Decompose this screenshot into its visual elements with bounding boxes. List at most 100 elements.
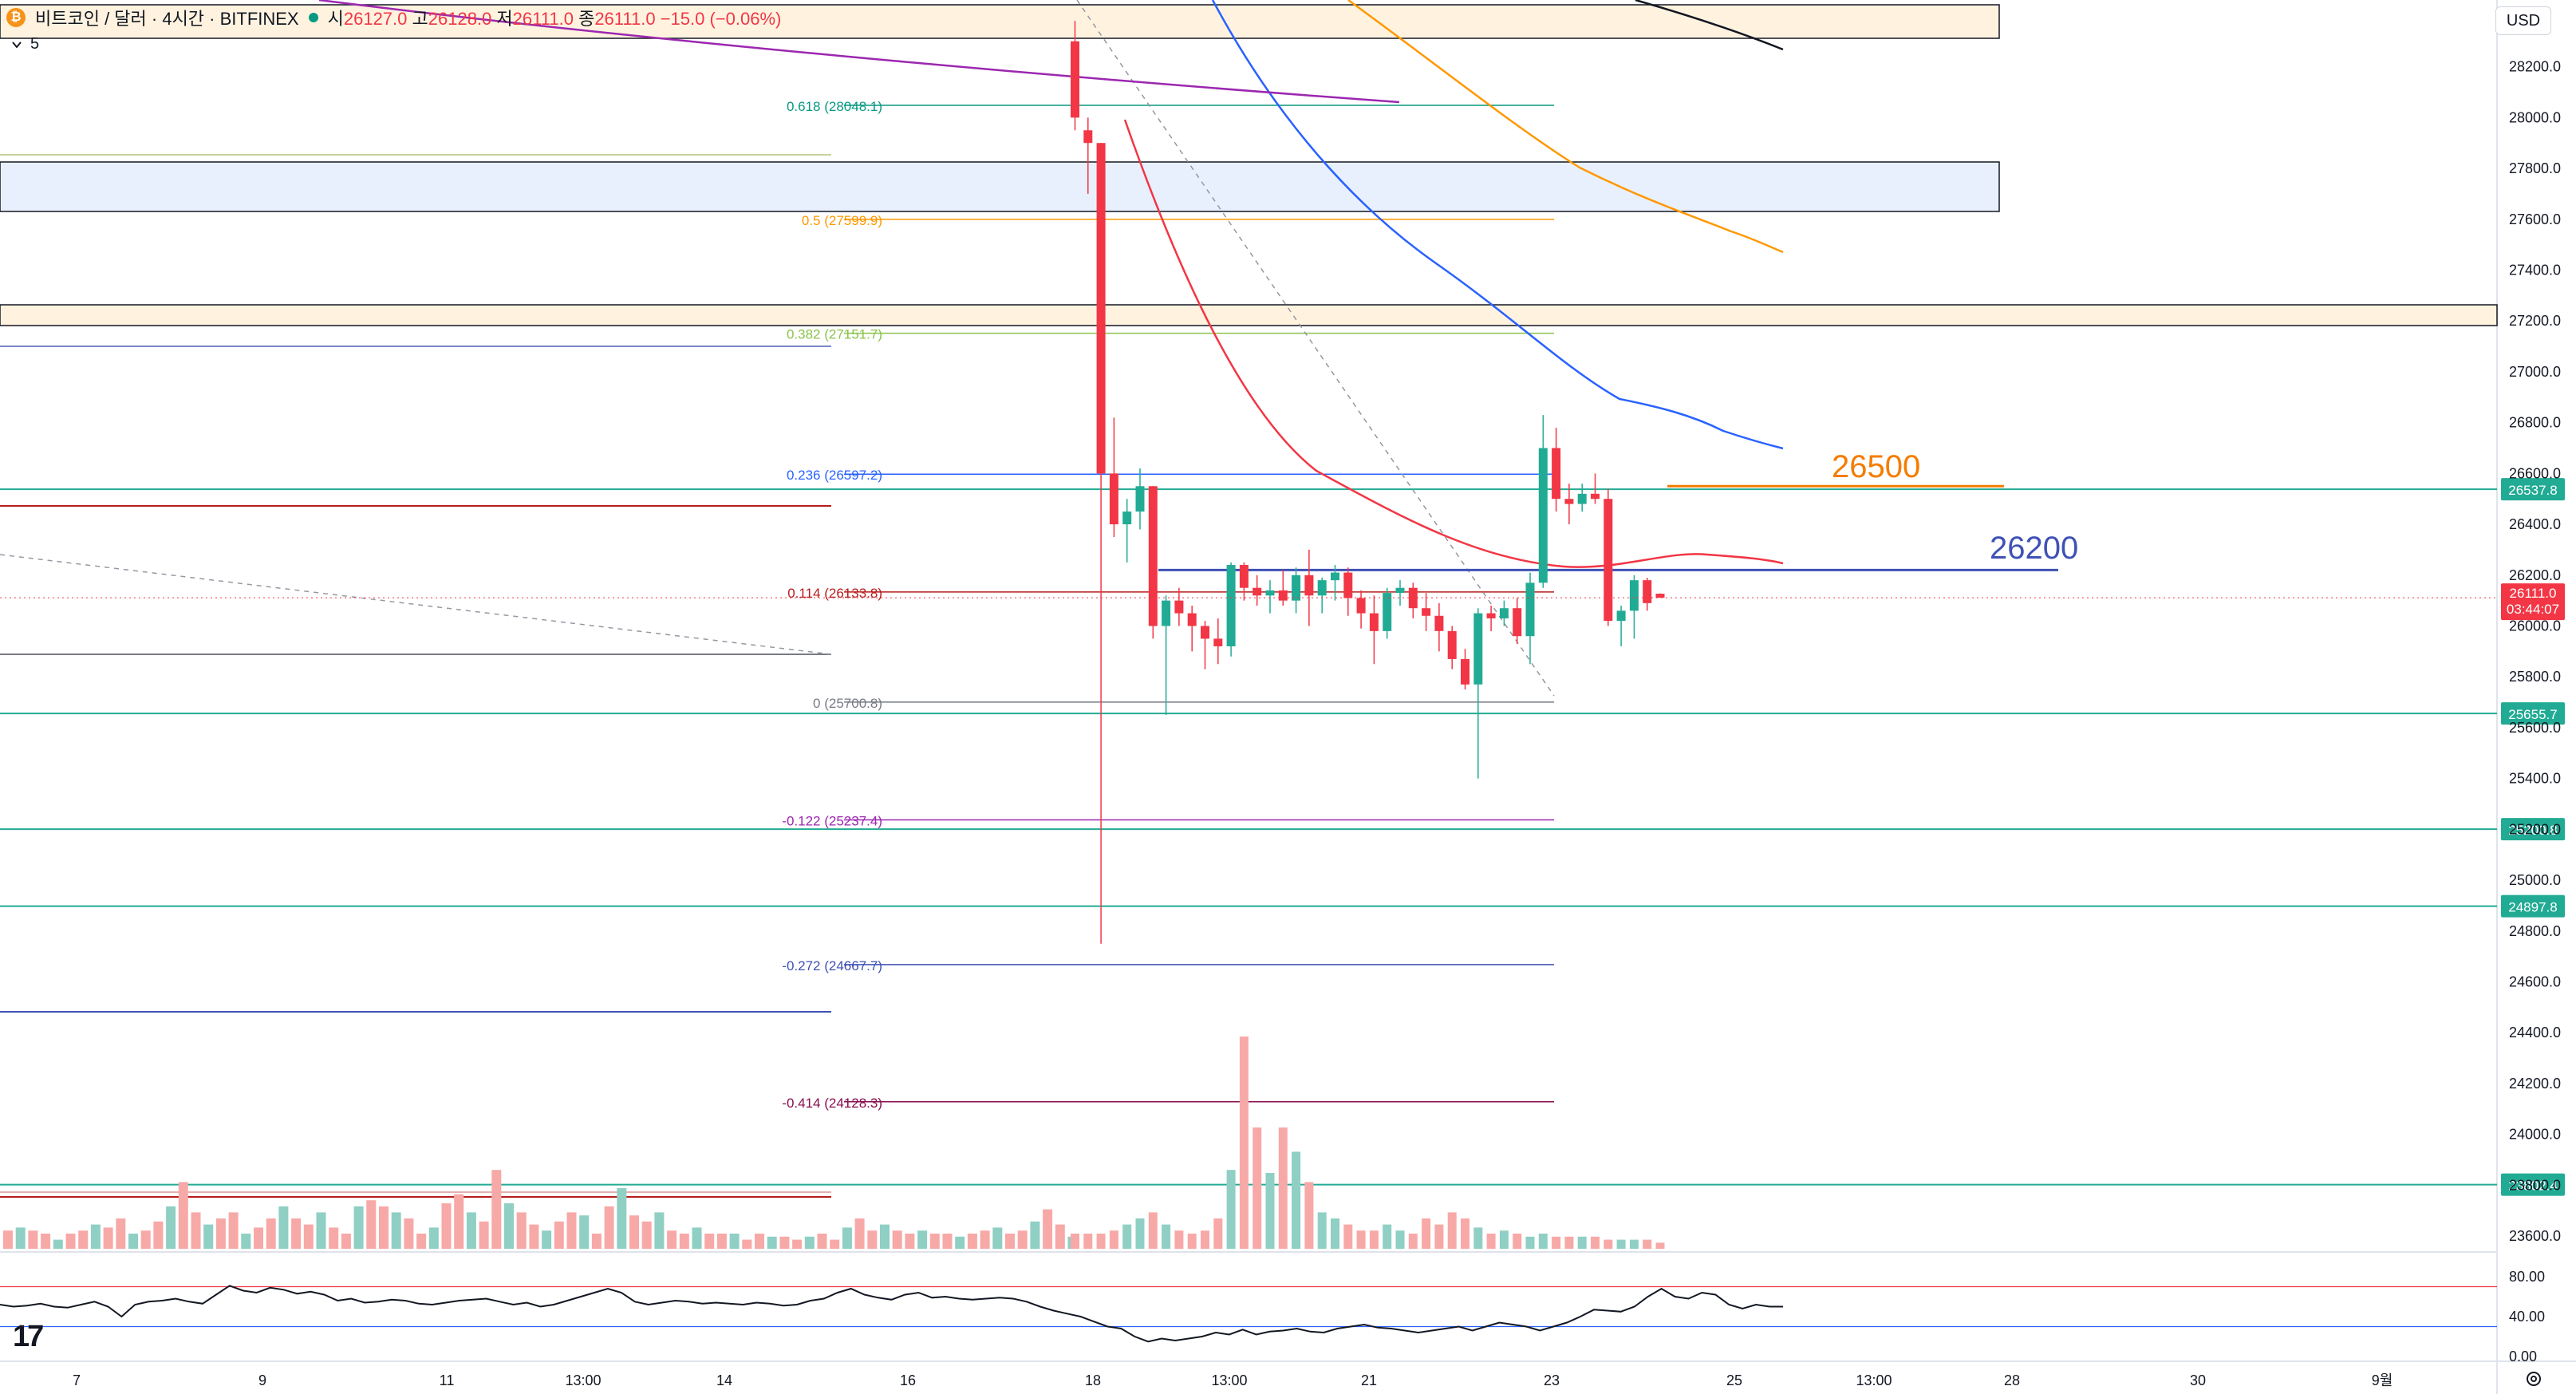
price-tick-label: 27800.0 xyxy=(2509,160,2561,176)
fib-level-label: 0.236 (26597.2) xyxy=(787,468,882,483)
ma-orange-line xyxy=(1347,0,1784,254)
candle-body xyxy=(1604,499,1613,622)
volume-bar xyxy=(504,1203,514,1249)
candle-body xyxy=(1629,580,1639,611)
time-tick-label: 28 xyxy=(2004,1372,2020,1388)
candle-body xyxy=(1226,565,1236,646)
volume-bar xyxy=(917,1230,928,1249)
price-tick-label: 25400.0 xyxy=(2509,771,2561,787)
open-value: 26127.0 xyxy=(343,9,408,29)
volume-bar xyxy=(15,1227,26,1249)
volume-bar xyxy=(1135,1218,1145,1249)
volume-bar xyxy=(942,1234,953,1249)
price-tick-label: 25800.0 xyxy=(2509,669,2561,685)
high-value: 26128.0 xyxy=(428,9,492,29)
price-label-bg xyxy=(2501,894,2565,918)
volume-bar xyxy=(1422,1218,1431,1249)
price-tick-label: 25600.0 xyxy=(2509,720,2561,736)
volume-bar xyxy=(441,1203,452,1249)
volume-bar xyxy=(1017,1230,1028,1249)
volume-bar xyxy=(178,1182,188,1249)
volume-bar xyxy=(1629,1239,1639,1249)
volume-bar xyxy=(704,1234,715,1249)
volume-bar xyxy=(379,1206,389,1249)
candle-body xyxy=(1135,486,1145,512)
candle-body xyxy=(1148,486,1158,626)
price-tick-label: 24200.0 xyxy=(2509,1076,2561,1092)
volume-bar xyxy=(491,1170,502,1249)
volume-bar xyxy=(266,1218,276,1249)
volume-bar xyxy=(254,1227,263,1249)
candle-body xyxy=(1422,608,1431,616)
volume-bar xyxy=(542,1230,552,1249)
candle-body xyxy=(1201,626,1209,639)
tradingview-logo: 17 xyxy=(13,1320,44,1353)
candle-body xyxy=(1252,587,1262,596)
volume-bar xyxy=(729,1234,740,1249)
time-tick-label: 16 xyxy=(900,1372,916,1388)
volume-bar xyxy=(1447,1212,1457,1249)
volume-bar xyxy=(1564,1236,1574,1249)
oscillator-tick-label: 80.00 xyxy=(2509,1269,2545,1285)
volume-bar xyxy=(1109,1230,1118,1249)
volume-bar xyxy=(1473,1227,1483,1249)
ma-black-line xyxy=(1635,0,1784,51)
volume-bar xyxy=(103,1227,113,1249)
price-tick-label: 25200.0 xyxy=(2509,821,2561,837)
volume-bar xyxy=(1055,1224,1065,1249)
volume-bar xyxy=(366,1200,377,1249)
volume-bar xyxy=(591,1234,602,1249)
volume-bar xyxy=(1122,1224,1132,1249)
price-level-label: 23802.4 xyxy=(2508,1179,2557,1194)
volume-bar xyxy=(566,1212,577,1249)
candle-body xyxy=(1473,613,1483,685)
volume-bar xyxy=(1252,1127,1262,1249)
chevron-down-icon xyxy=(12,41,22,49)
price-tick-label: 25000.0 xyxy=(2509,872,2561,888)
volume-bar xyxy=(1071,1234,1079,1249)
volume-bar xyxy=(792,1239,803,1249)
time-tick-label: 11 xyxy=(440,1372,455,1388)
volume-bar xyxy=(604,1206,614,1249)
price-level-label: 26537.8 xyxy=(2508,483,2557,498)
time-tick-label: 9월 xyxy=(2372,1372,2393,1388)
close-value: 26111.0 xyxy=(594,9,656,29)
candle-body xyxy=(1655,594,1665,598)
volume-bar xyxy=(90,1224,101,1249)
volume-bar xyxy=(3,1230,13,1249)
volume-bar xyxy=(1643,1239,1652,1249)
volume-bar xyxy=(1162,1224,1171,1249)
volume-bar xyxy=(516,1212,527,1249)
volume-bar xyxy=(1226,1170,1236,1249)
fib-trend-line xyxy=(1076,0,1555,697)
symbol-title[interactable]: 비트코인 / 달러 · 4시간 · BITFINEX xyxy=(35,9,299,29)
low-label: 저 xyxy=(496,9,513,29)
volume-bar xyxy=(1461,1218,1469,1249)
volume-bar xyxy=(892,1230,902,1249)
volume-bar xyxy=(153,1221,164,1249)
volume-bar xyxy=(716,1234,727,1249)
volume-bar xyxy=(278,1206,289,1249)
candle-body xyxy=(1369,613,1379,631)
volume-bar xyxy=(1525,1236,1535,1249)
price-tick-label: 27600.0 xyxy=(2509,211,2561,227)
volume-bar xyxy=(1278,1127,1288,1249)
fib-level-label: 0.5 (27599.9) xyxy=(802,213,882,228)
volume-bar xyxy=(329,1227,339,1249)
volume-bar xyxy=(128,1234,138,1249)
indicator-toggle[interactable]: 5 xyxy=(11,35,39,53)
price-label-bg xyxy=(2501,702,2565,725)
volume-bar xyxy=(1030,1221,1040,1249)
volume-bar xyxy=(617,1188,627,1249)
gear-icon[interactable] xyxy=(2524,1369,2543,1388)
volume-bar xyxy=(641,1221,652,1249)
supply-zone-low xyxy=(0,304,2498,326)
volume-bar xyxy=(529,1224,539,1249)
volume-bar xyxy=(1434,1224,1444,1249)
volume-bar xyxy=(1292,1151,1301,1249)
currency-button[interactable]: USD xyxy=(2495,6,2551,35)
time-tick-label: 18 xyxy=(1085,1372,1101,1388)
candle-body xyxy=(1356,598,1366,614)
price-tick-label: 28000.0 xyxy=(2509,109,2561,125)
